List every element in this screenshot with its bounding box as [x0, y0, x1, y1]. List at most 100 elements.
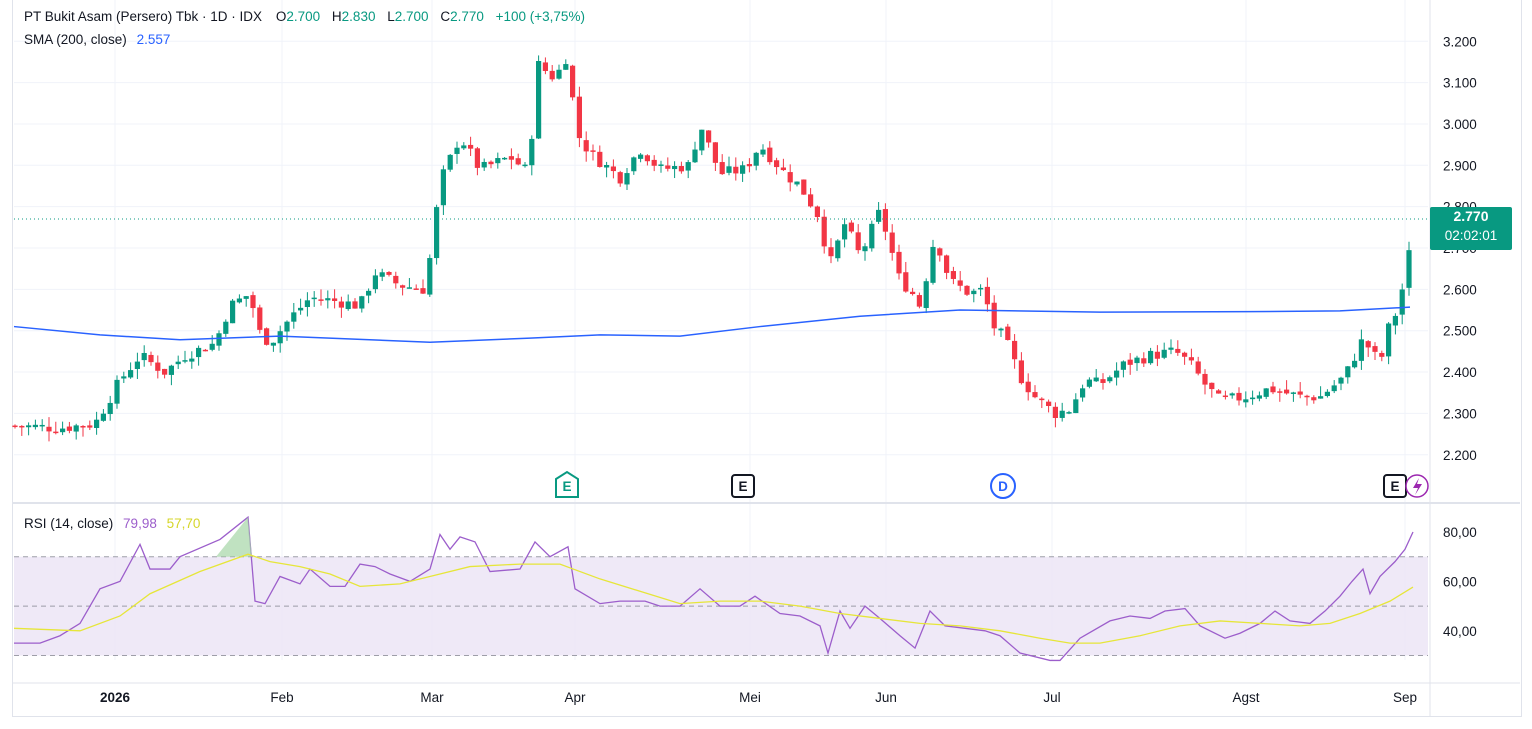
candle-body: [916, 295, 922, 307]
rsi-label: RSI (14, close): [24, 516, 114, 531]
candle-body: [1202, 373, 1208, 385]
candle-body: [32, 424, 38, 428]
candle-body: [508, 156, 514, 160]
candle-body: [1399, 289, 1405, 315]
low-label: L: [387, 9, 395, 24]
candle-body: [100, 413, 106, 421]
candle-body: [984, 286, 990, 305]
candle-body: [168, 365, 174, 375]
candle-body: [39, 424, 45, 427]
candle-body: [794, 181, 800, 185]
rsi-legend[interactable]: RSI (14, close) 79,98 57,70: [24, 516, 200, 531]
candle-body: [760, 149, 766, 155]
candle-body: [746, 164, 752, 167]
candle-body: [882, 209, 888, 232]
candle-body: [243, 296, 249, 299]
candle-body: [767, 147, 773, 163]
candle-body: [998, 328, 1004, 331]
earnings-marker-icon: [731, 474, 755, 498]
candle-body: [950, 271, 956, 279]
candle-body: [604, 165, 610, 168]
candle-body: [1059, 410, 1065, 418]
candle-body: [556, 69, 562, 79]
candle-body: [835, 240, 841, 259]
time-tick-label: Sep: [1393, 690, 1417, 705]
candle-body: [66, 426, 72, 431]
candle-body: [876, 209, 882, 222]
candle-body: [1284, 389, 1290, 394]
candle-body: [1052, 406, 1058, 419]
candle-body: [1290, 392, 1296, 394]
earnings-marker-label: E: [738, 479, 747, 494]
candle-body: [366, 290, 372, 296]
candle-body: [406, 287, 412, 289]
price-tick-label: 2.500: [1443, 324, 1477, 339]
sma-value: 2.557: [136, 32, 171, 47]
candle-body: [393, 275, 399, 284]
candle-body: [1209, 382, 1215, 390]
candle-body: [468, 144, 474, 149]
candle-body: [814, 206, 820, 218]
candle-body: [1406, 250, 1412, 288]
candle-body: [461, 145, 467, 149]
candle-body: [53, 431, 59, 434]
candle-body: [542, 62, 548, 71]
candle-body: [1379, 352, 1385, 357]
candle-body: [345, 301, 351, 310]
candle-body: [413, 288, 419, 290]
time-tick-label: Feb: [270, 690, 293, 705]
candle-body: [107, 402, 113, 415]
candle-body: [1372, 346, 1378, 352]
candle-body: [223, 321, 229, 334]
dividend-marker-icon: [990, 473, 1016, 499]
candle-body: [481, 161, 487, 168]
candle-body: [1216, 390, 1222, 394]
candle-body: [828, 247, 834, 257]
candle-body: [1134, 357, 1140, 364]
candle-body: [434, 207, 440, 259]
candle-body: [1107, 377, 1113, 382]
candle-body: [236, 298, 242, 303]
candle-body: [80, 425, 86, 428]
candle-body: [563, 64, 569, 70]
price-tick-label: 2.600: [1443, 282, 1477, 297]
last-price-badge: 2.770 02:02:01: [1430, 207, 1512, 250]
candle-body: [372, 275, 378, 290]
candle-body: [114, 379, 120, 404]
candle-body: [1243, 399, 1249, 403]
earnings-marker-label: E: [1390, 479, 1399, 494]
candle-body: [991, 302, 997, 329]
candle-body: [515, 158, 521, 165]
candle-body: [250, 295, 256, 309]
candle-body: [216, 333, 222, 346]
sma-legend[interactable]: SMA (200, close) 2.557: [24, 32, 170, 47]
candle-body: [1018, 360, 1024, 384]
candle-body: [842, 224, 848, 240]
candle-body: [644, 155, 650, 162]
candle-body: [624, 173, 630, 185]
candle-body: [631, 157, 637, 172]
candle-body: [318, 299, 324, 301]
candle-body: [155, 362, 161, 371]
candle-body: [726, 166, 732, 173]
price-tick-label: 3.100: [1443, 76, 1477, 91]
candle-body: [12, 425, 18, 428]
candle-body: [610, 166, 616, 172]
candle-body: [529, 138, 535, 166]
candle-body: [753, 152, 759, 166]
time-tick-label: Jul: [1043, 690, 1060, 705]
candle-body: [1086, 379, 1092, 387]
candle-body: [685, 162, 691, 171]
candle-body: [189, 358, 195, 362]
candle-body: [1311, 397, 1317, 401]
candle-body: [1073, 399, 1079, 414]
candle-body: [1365, 341, 1371, 348]
candle-body: [570, 65, 576, 98]
candle-body: [1032, 392, 1038, 398]
symbol-title: PT Bukit Asam (Persero) Tbk · 1D · IDX: [24, 9, 263, 24]
last-price: 2.770: [1453, 208, 1489, 224]
close-value: 2.770: [450, 9, 484, 24]
candle-body: [87, 425, 93, 428]
candle-body: [1114, 370, 1120, 378]
